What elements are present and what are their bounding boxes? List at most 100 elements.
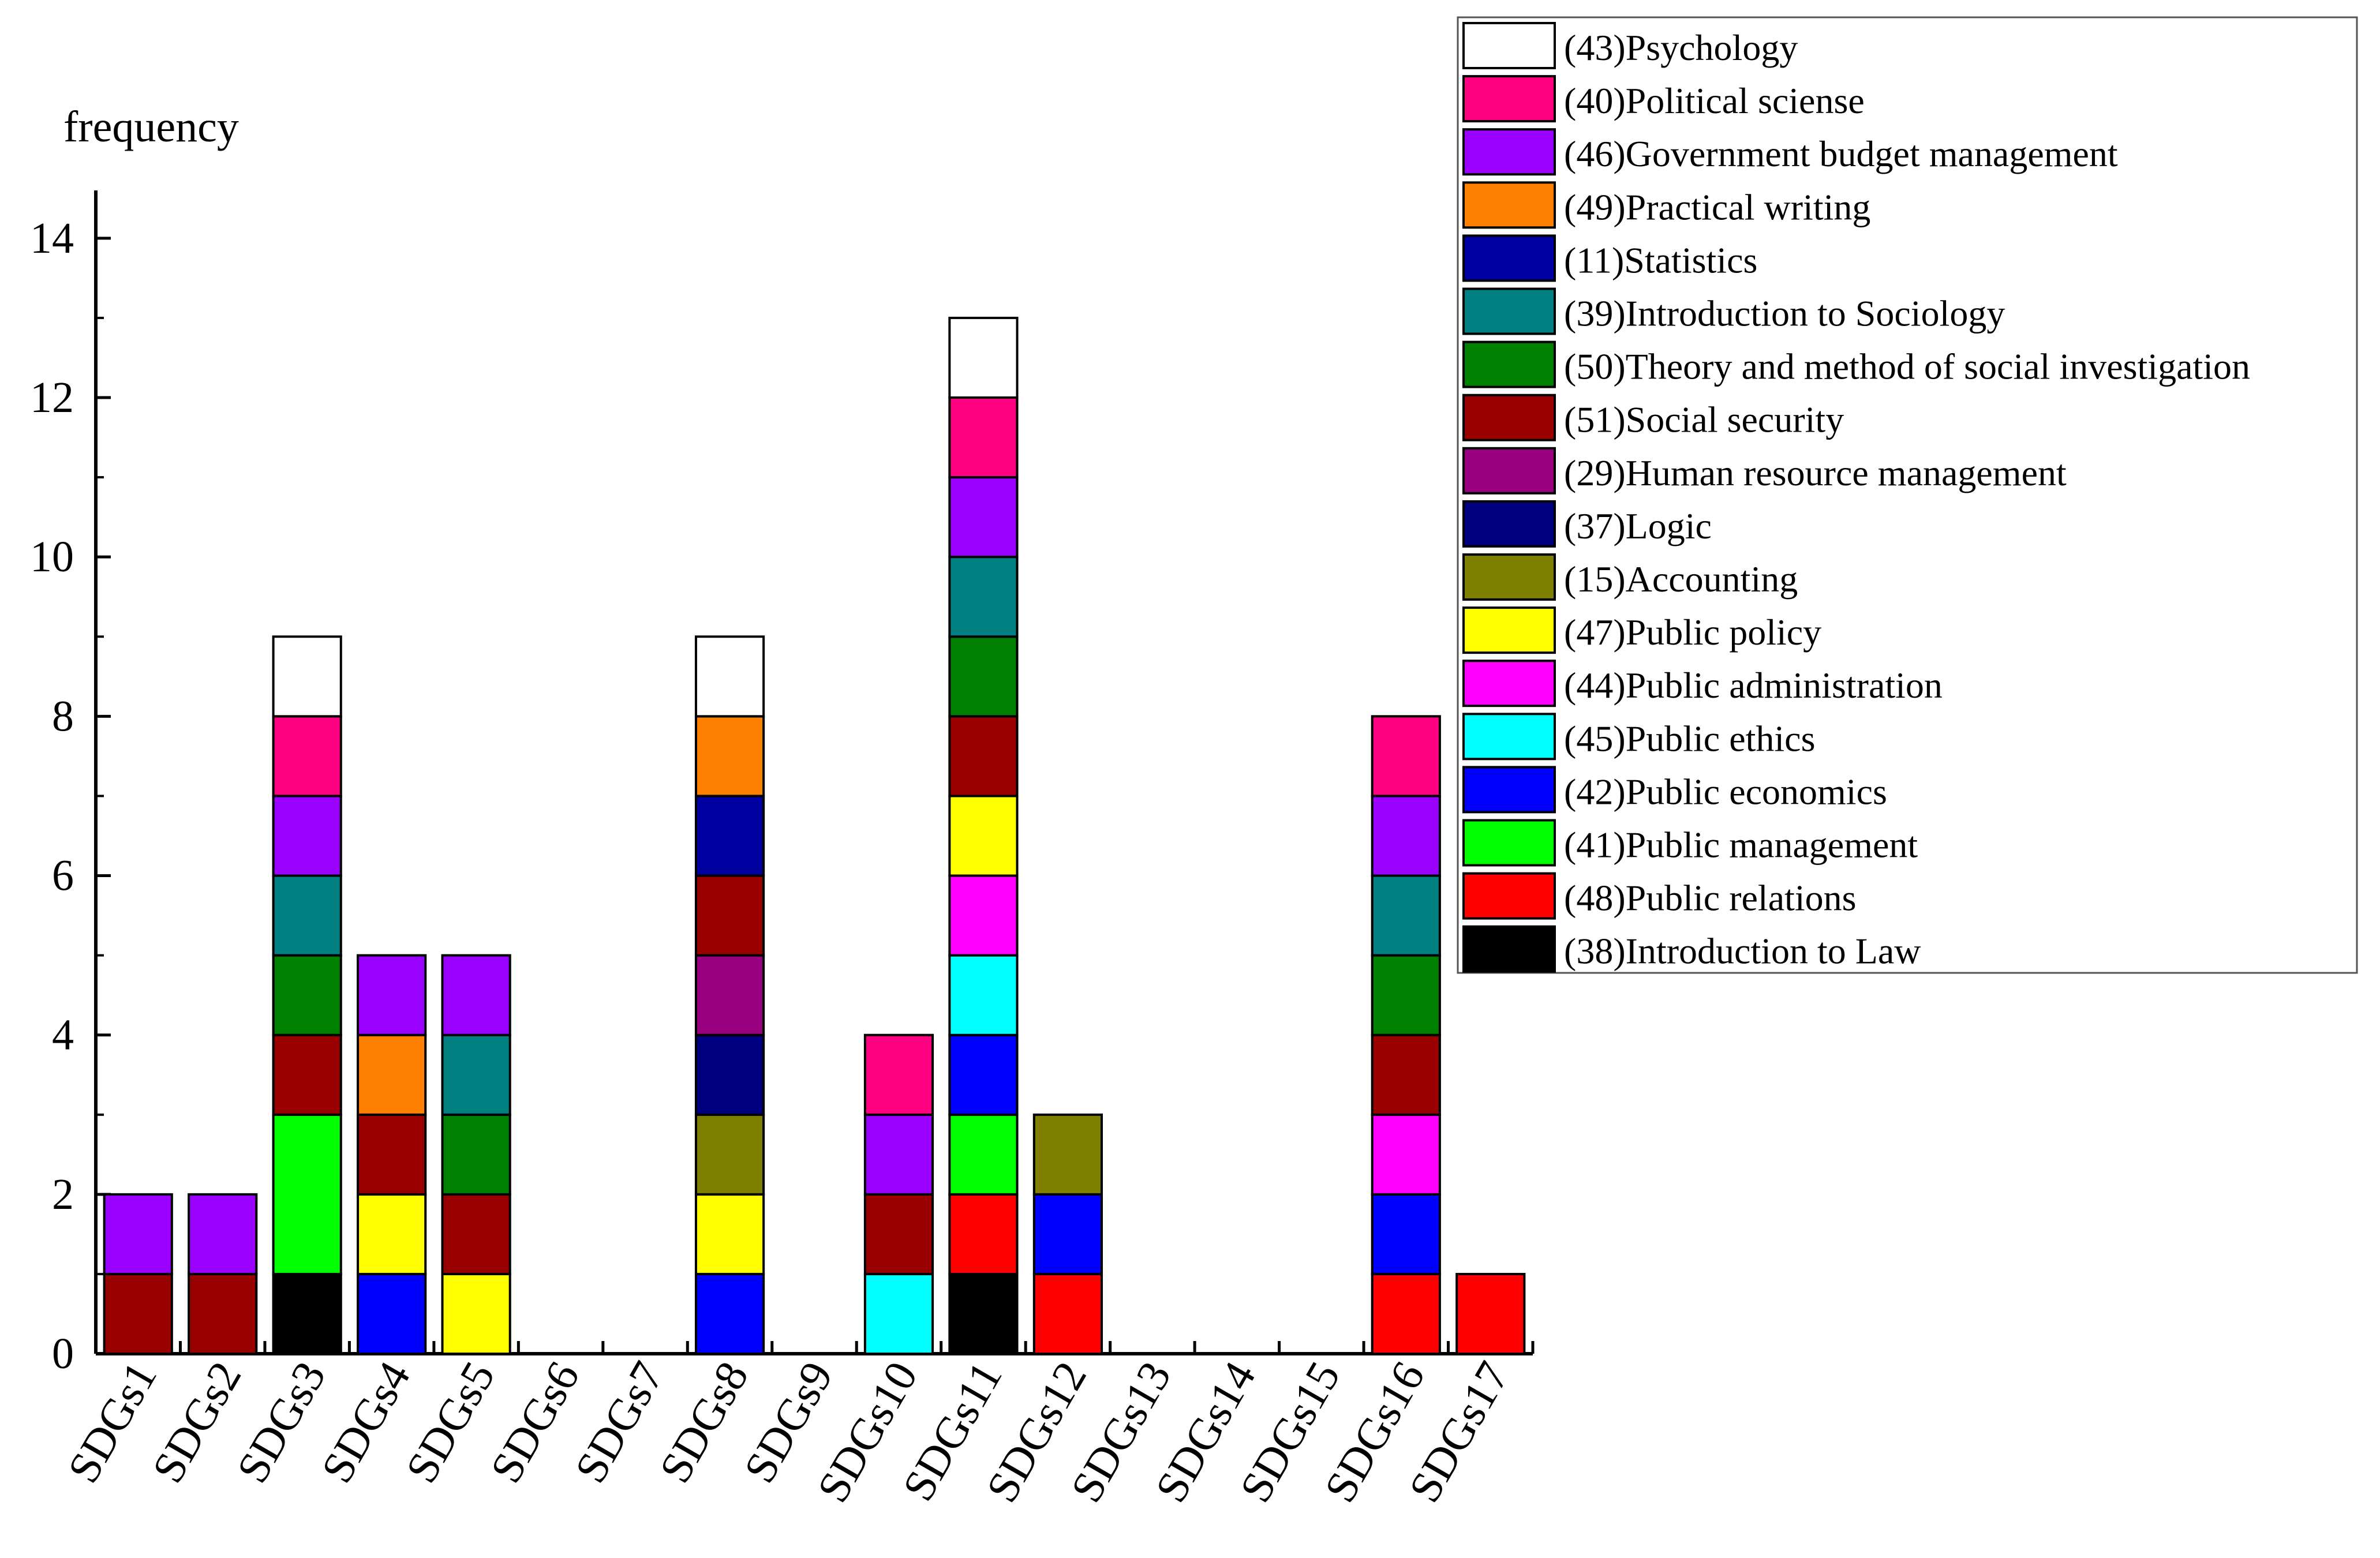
legend-label: (51)Social security	[1564, 399, 1844, 440]
legend-label: (48)Public relations	[1564, 878, 1857, 919]
bar-segment	[357, 954, 427, 1036]
bar-segment	[272, 1113, 342, 1275]
bar-segment	[1371, 795, 1441, 877]
legend-label: (11)Statistics	[1564, 239, 1757, 280]
bar-segment	[441, 1113, 511, 1196]
bar-segment	[357, 1033, 427, 1116]
bar-segment	[1371, 1193, 1441, 1275]
legend: (43)Psychology (40)Political sciense (46)G…	[1457, 16, 2358, 974]
legend-swatch	[1462, 500, 1556, 548]
legend-label: (15)Accounting	[1564, 559, 1798, 600]
legend-label: (50)Theory and method of social investig…	[1564, 346, 2250, 387]
bar-segment	[1455, 1272, 1526, 1355]
legend-swatch	[1462, 234, 1556, 282]
legend-label: (41)Public management	[1564, 825, 1918, 866]
y-tick-label: 14	[30, 214, 74, 263]
bar-segment	[948, 1033, 1019, 1116]
bar-segment	[694, 635, 765, 718]
legend-swatch	[1462, 925, 1556, 973]
legend-label: (40)Political sciense	[1564, 80, 1865, 121]
bar-segment	[1371, 715, 1441, 797]
legend-swatch	[1462, 75, 1556, 123]
bar-segment	[948, 1193, 1019, 1275]
legend-swatch	[1462, 394, 1556, 441]
y-tick-label: 2	[52, 1170, 74, 1219]
bar-segment	[948, 954, 1019, 1036]
y-axis: 0 2 4 6 8 10 12 14	[30, 190, 111, 1378]
legend-label: (38)Introduction to Law	[1564, 931, 1921, 972]
legend-swatch	[1462, 553, 1556, 601]
bar-segment	[694, 715, 765, 797]
bars	[103, 316, 1526, 1355]
bar-segment	[948, 874, 1019, 957]
bar-segment	[948, 1113, 1019, 1196]
bar-segment	[441, 1193, 511, 1275]
bar-segment	[272, 715, 342, 797]
legend-label: (49)Practical writing	[1564, 186, 1870, 227]
bar-segment	[863, 1193, 934, 1275]
bar-segment	[272, 874, 342, 957]
bar-segment	[272, 1033, 342, 1116]
bar-segment	[272, 954, 342, 1036]
bar-segment	[1032, 1193, 1103, 1275]
bar-segment	[694, 954, 765, 1036]
y-tick-label: 12	[30, 373, 74, 422]
legend-label: (42)Public economics	[1564, 771, 1887, 812]
legend-swatch	[1462, 22, 1556, 69]
y-tick-label: 0	[52, 1329, 74, 1378]
bar-segment	[948, 715, 1019, 797]
legend-swatch	[1462, 340, 1556, 388]
legend-swatch	[1462, 872, 1556, 920]
legend-swatch	[1462, 606, 1556, 654]
bar-segment	[188, 1193, 258, 1275]
bar-segment	[441, 1033, 511, 1116]
legend-swatch	[1462, 181, 1556, 229]
y-tick-label: 4	[52, 1011, 74, 1059]
y-tick-label: 6	[52, 852, 74, 900]
y-tick-label: 8	[52, 692, 74, 740]
bar-segment	[694, 1033, 765, 1116]
legend-swatch	[1462, 287, 1556, 335]
bar-segment	[694, 1193, 765, 1275]
legend-swatch	[1462, 447, 1556, 495]
bar-segment	[948, 635, 1019, 718]
bar-segment	[1371, 1033, 1441, 1116]
bar-segment	[694, 1113, 765, 1196]
legend-label: (47)Public policy	[1564, 612, 1821, 653]
bar-segment	[1032, 1113, 1103, 1196]
legend-label: (37)Logic	[1564, 505, 1712, 546]
bar-segment	[103, 1193, 173, 1275]
bar-segment	[1371, 1113, 1441, 1196]
legend-label: (46)Government budget management	[1564, 133, 2118, 174]
legend-label: (45)Public ethics	[1564, 718, 1815, 759]
legend-swatch	[1462, 128, 1556, 176]
bar-segment	[948, 556, 1019, 638]
bar-segment	[948, 476, 1019, 559]
bar-segment	[1371, 1272, 1441, 1355]
bar-segment	[272, 635, 342, 718]
bar-segment	[1032, 1272, 1103, 1355]
legend-label: (39)Introduction to Sociology	[1564, 293, 2005, 334]
legend-label: (44)Public administration	[1564, 665, 1943, 706]
legend-swatch	[1462, 713, 1556, 761]
bar-segment	[863, 1272, 934, 1355]
bar-segment	[441, 954, 511, 1036]
bar-segment	[357, 1193, 427, 1275]
bar-segment	[863, 1113, 934, 1196]
bar-segment	[694, 874, 765, 957]
legend-frame	[1457, 16, 2358, 974]
bar-segment	[948, 1272, 1019, 1355]
bar-segment	[948, 316, 1019, 399]
y-axis-label: frequency	[63, 103, 239, 151]
bar-segment	[188, 1272, 258, 1355]
bar-segment	[948, 396, 1019, 479]
bar-segment	[694, 795, 765, 877]
bar-segment	[357, 1272, 427, 1355]
legend-label: (43)Psychology	[1564, 27, 1798, 68]
bar-segment	[272, 795, 342, 877]
legend-swatch	[1462, 766, 1556, 814]
bar-segment	[863, 1033, 934, 1116]
x-tick-labels: SDGs1SDGs2SDGs3SDGs4SDGs5SDGs6SDGs7SDGs8…	[58, 1353, 1519, 1510]
